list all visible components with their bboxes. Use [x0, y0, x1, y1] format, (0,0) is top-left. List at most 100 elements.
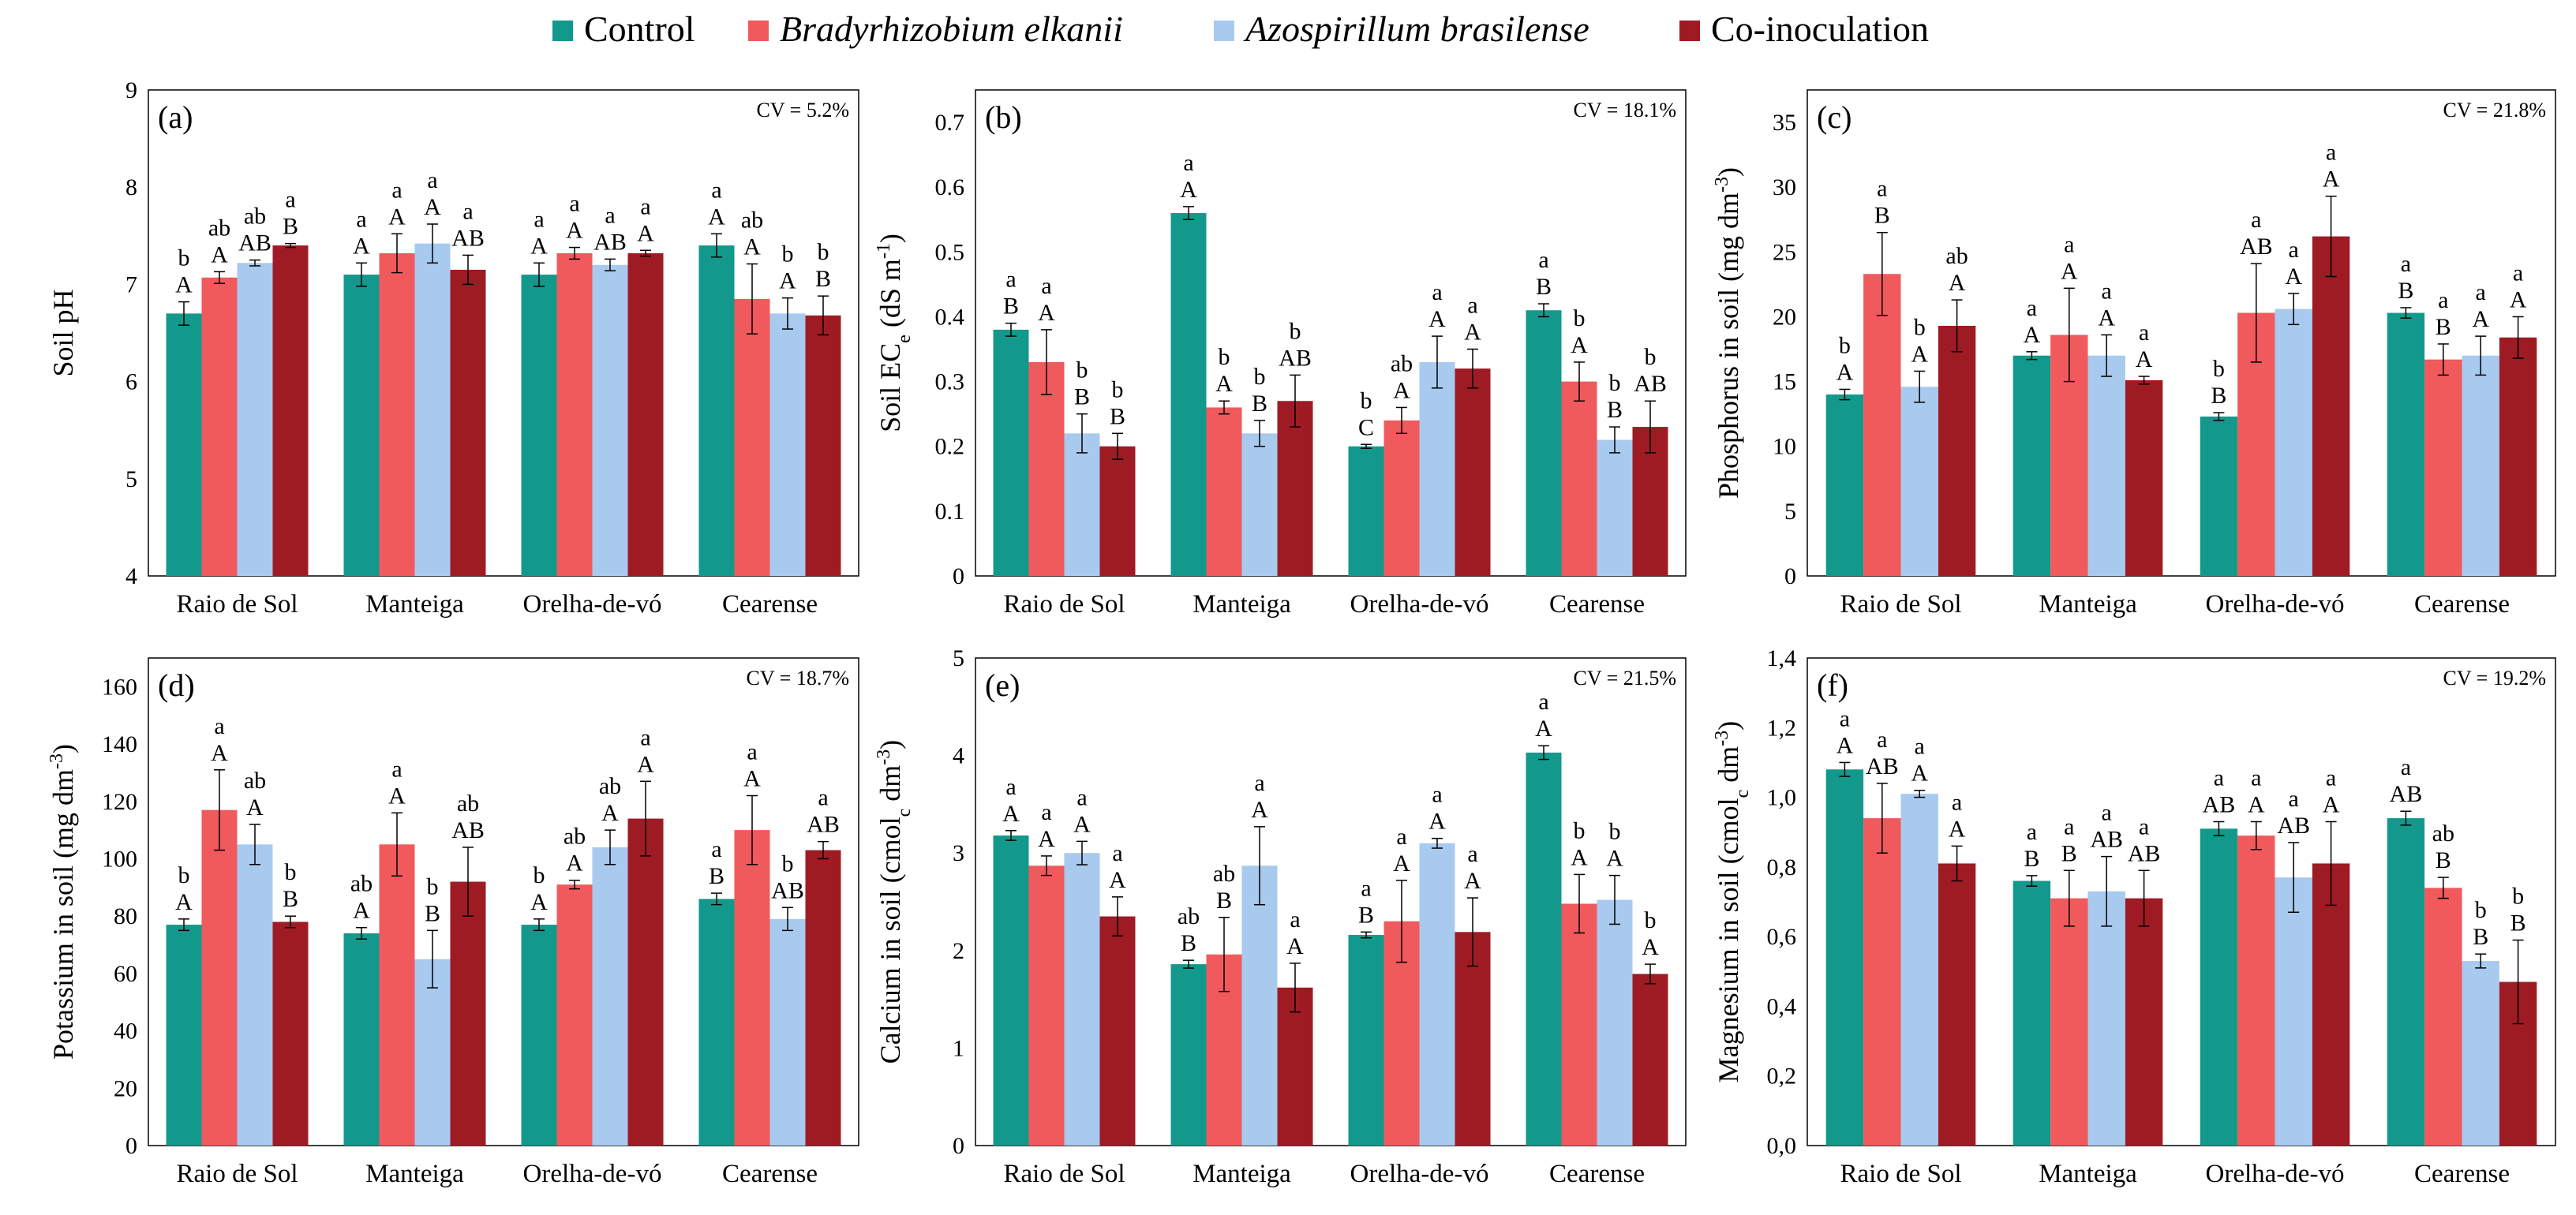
y-tick-label: 0 [953, 563, 964, 589]
bar [450, 269, 486, 576]
y-tick-label: 7 [125, 271, 137, 297]
x-category-label: Orelha-de-vó [523, 1160, 662, 1188]
significance-lower: a [1076, 784, 1087, 810]
bar [592, 264, 628, 576]
y-tick-label: 160 [102, 674, 137, 700]
significance-upper: A [1038, 300, 1055, 326]
significance-upper: A [2136, 346, 2153, 372]
chart-panel: 0,0 0,2 0,4 0,6 0,8 1,0 1,2 1,4 Magnesium in soi… [1712, 645, 2556, 1188]
significance-lower: a [1183, 150, 1193, 176]
significance-lower: b [1645, 344, 1657, 370]
x-category-label: Raio de Sol [1840, 590, 1962, 619]
bar [1526, 752, 1562, 1146]
significance-upper: A [388, 204, 406, 230]
significance-lower: b [1609, 370, 1621, 396]
significance-upper: AB [593, 229, 627, 255]
significance-lower: b [1254, 364, 1266, 390]
significance-lower: a [1840, 705, 1850, 731]
significance-upper: A [353, 233, 370, 259]
significance-lower: a [427, 167, 437, 193]
y-tick-label: 0.3 [935, 369, 965, 395]
bar [1825, 394, 1864, 576]
significance-upper: A [1002, 801, 1020, 827]
y-tick-label: 5 [953, 645, 964, 671]
bar [343, 933, 380, 1146]
significance-upper: A [637, 751, 654, 777]
significance-lower: b [178, 245, 190, 271]
y-axis-label: Calcium in soil (cmolc dm-3) [874, 740, 915, 1064]
y-axis-label-part: c [1732, 790, 1753, 798]
x-category-label: Manteiga [2039, 590, 2137, 619]
y-axis-label: Potassium in soil (mg dm-3) [47, 744, 79, 1060]
bar [627, 818, 664, 1146]
y-tick-label: 1,0 [1767, 785, 1797, 811]
legend-item: Co-inoculation [1679, 9, 1929, 49]
significance-upper: B [1252, 391, 1267, 417]
bar [1064, 853, 1100, 1146]
bar [414, 959, 451, 1146]
bar [379, 844, 415, 1146]
bar [556, 884, 593, 1146]
bar [2125, 898, 2163, 1146]
significance-lower: a [1467, 841, 1477, 867]
y-tick-label: 20 [1773, 304, 1796, 330]
significance-upper: A [1180, 177, 1197, 203]
x-category-label: Raio de Sol [177, 590, 298, 619]
bar [1900, 794, 1938, 1146]
significance-upper: A [1535, 716, 1552, 742]
significance-lower: a [214, 713, 224, 739]
bar [2237, 836, 2275, 1146]
panel-label: (a) [158, 99, 193, 135]
significance-lower: a [2027, 819, 2037, 845]
y-axis-label-part: Soil pH [47, 289, 79, 376]
significance-upper: A [2285, 264, 2302, 290]
y-tick-label: 2 [953, 938, 964, 964]
significance-upper: A [424, 194, 441, 220]
x-category-label: Manteiga [365, 1160, 464, 1188]
significance-upper: AB [807, 812, 840, 838]
significance-lower: a [462, 198, 473, 224]
significance-lower: a [605, 202, 615, 228]
bar [2200, 416, 2238, 576]
significance-upper: A [1215, 371, 1233, 397]
bar [1170, 964, 1207, 1146]
legend-label: Bradyrhizobium elkanii [780, 9, 1123, 49]
significance-lower: b [1076, 357, 1088, 383]
plot-frame [148, 657, 859, 1146]
y-tick-label: 0.2 [935, 434, 965, 460]
significance-lower: ab [208, 215, 230, 241]
significance-lower: b [178, 862, 190, 888]
bar [1348, 446, 1384, 576]
bar [414, 243, 451, 576]
x-category-label: Cearense [722, 1160, 818, 1188]
y-tick-label: 1,2 [1767, 715, 1797, 741]
significance-lower: b [1574, 305, 1586, 331]
significance-lower: a [1290, 907, 1300, 933]
significance-upper: B [1074, 384, 1090, 410]
bar [2424, 359, 2462, 576]
significance-upper: B [2211, 383, 2226, 409]
bar [1241, 433, 1278, 576]
bar [379, 252, 415, 576]
y-tick-label: 1,4 [1767, 645, 1797, 671]
bar [1632, 974, 1668, 1146]
bar [1028, 361, 1065, 576]
significance-upper: A [1911, 341, 1928, 367]
significance-lower: b [818, 239, 829, 265]
significance-lower: a [640, 724, 650, 750]
bar [1938, 325, 1976, 576]
bar [201, 809, 238, 1146]
significance-upper: B [2436, 314, 2451, 340]
significance-upper: A [1949, 270, 1966, 296]
significance-upper: A [1837, 359, 1854, 385]
bar [698, 245, 735, 576]
legend-swatch [1214, 21, 1234, 41]
significance-lower: a [2289, 237, 2299, 263]
significance-lower: a [1041, 273, 1051, 299]
y-tick-label: 0.4 [935, 304, 965, 330]
legend-label: Co-inoculation [1711, 9, 1929, 49]
bar [272, 245, 309, 576]
cv-label: CV = 18.1% [1574, 99, 1676, 122]
significance-upper: B [709, 863, 724, 889]
significance-upper: AB [238, 230, 271, 256]
